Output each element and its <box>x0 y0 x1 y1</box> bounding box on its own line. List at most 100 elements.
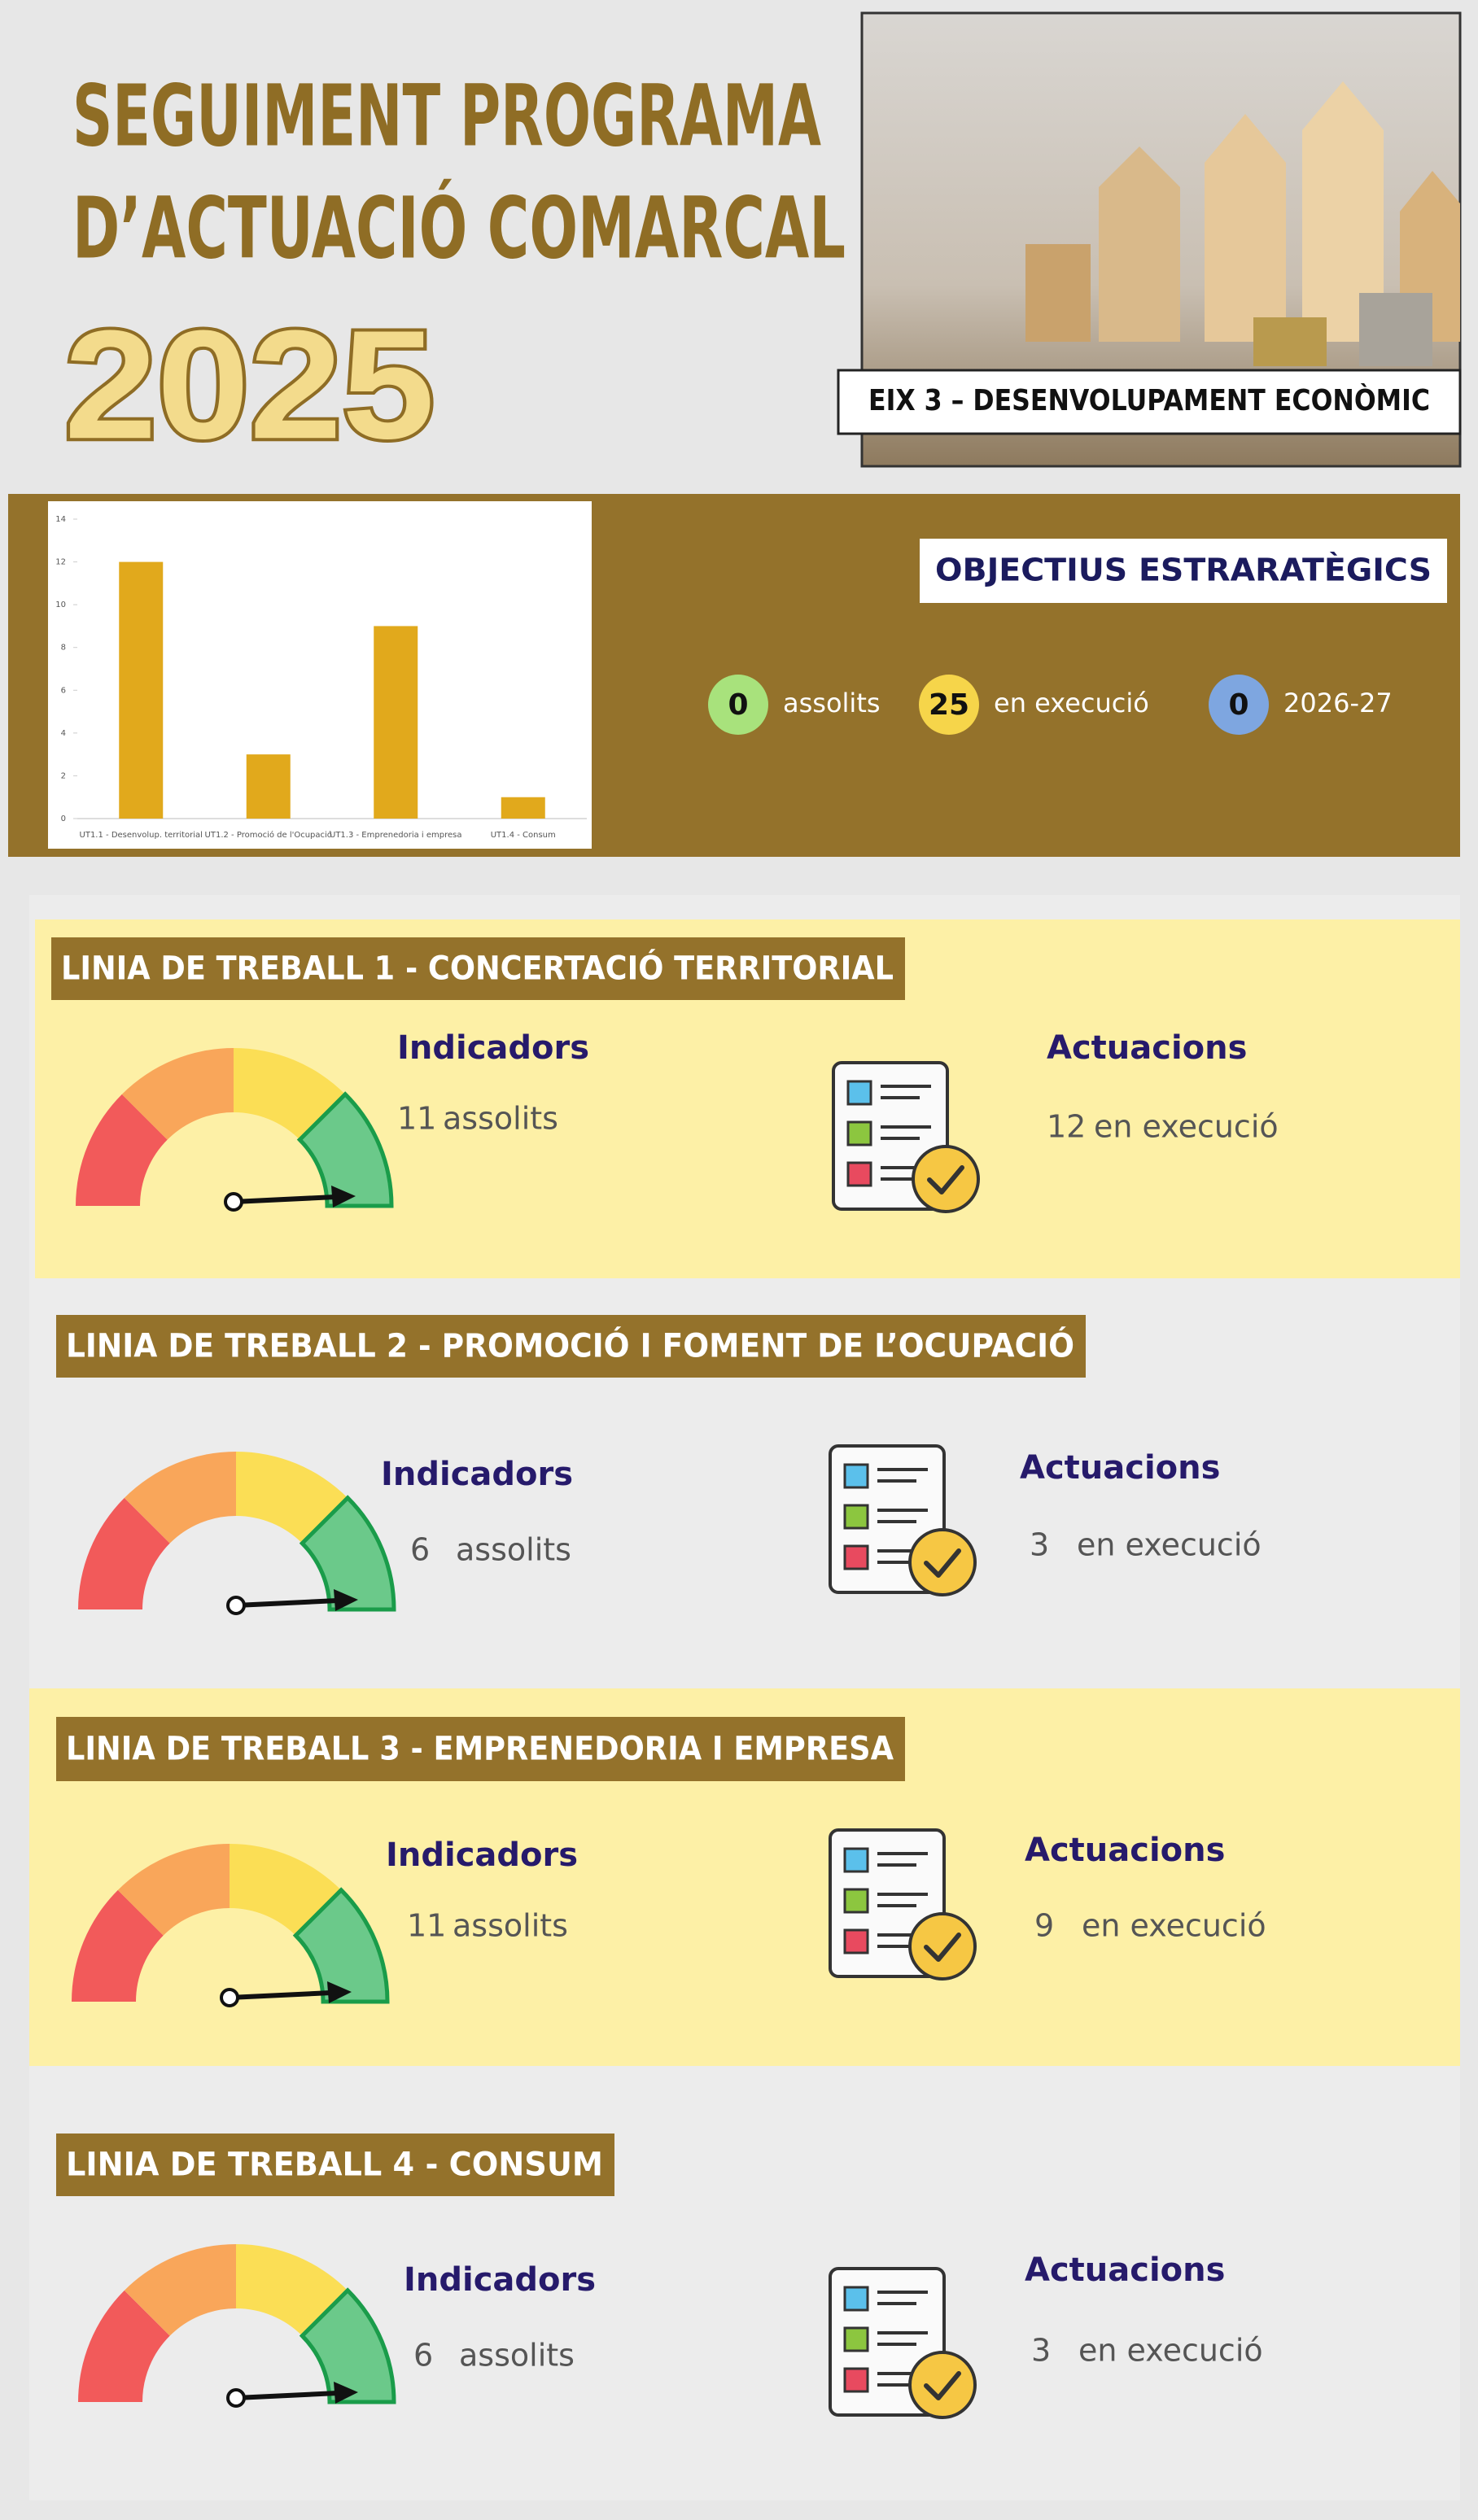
badge-value: 0 <box>1228 688 1248 722</box>
gauge-needle-head <box>334 2382 358 2404</box>
indicators-unit: assolits <box>456 1532 571 1568</box>
gauge-segment <box>230 1844 342 1936</box>
actions-label: Actuacions <box>1047 1029 1247 1067</box>
title-line: D’ACTUACIÓ COMARCAL <box>72 178 846 277</box>
work-line: LINIA DE TREBALL 4 - CONSUM Indicadors 6 as… <box>56 2133 1263 2419</box>
work-line-title-box <box>51 937 905 1000</box>
badge-value: 0 <box>728 688 748 722</box>
work-line-title: LINIA DE TREBALL 3 - EMPRENEDORIA I EMPR… <box>66 1731 894 1768</box>
x-tick-label: UT1.2 - Promoció de l'Ocupació <box>205 830 332 840</box>
indicators-label: Indicadors <box>386 1836 578 1874</box>
gauge-segment <box>124 2244 236 2336</box>
gauge-segment <box>121 1048 234 1140</box>
y-tick-label: 2 <box>61 771 66 780</box>
bar <box>374 626 418 819</box>
icon-check <box>924 1548 961 1578</box>
gauge-needle-head <box>334 1589 358 1611</box>
icon-checkbox <box>843 2367 869 2393</box>
gauge-segment <box>76 1094 168 1206</box>
icon-check <box>924 2371 961 2400</box>
indicators-label: Indicadors <box>381 1456 573 1493</box>
axis-label: EIX 3 – DESENVOLUPAMENT ECONÒMIC <box>868 383 1430 417</box>
y-tick-label: 8 <box>61 644 66 653</box>
actions-label: Actuacions <box>1025 1832 1225 1869</box>
actions-label: Actuacions <box>1025 2251 1225 2289</box>
icon-badge <box>908 1912 977 1981</box>
indicators-value: 6 <box>413 2338 433 2374</box>
work-line: LINIA DE TREBALL 2 - PROMOCIÓ I FOMENT D… <box>56 1315 1262 1615</box>
gauge-needle <box>229 1990 332 2000</box>
actions-unit: en execució <box>1082 1908 1266 1944</box>
gauge-pivot <box>226 2388 246 2408</box>
y-tick-label: 4 <box>61 729 66 738</box>
gauge-pivot <box>224 1192 243 1212</box>
actions-label: Actuacions <box>1020 1449 1220 1487</box>
badge-circle <box>919 675 979 735</box>
work-line-title: LINIA DE TREBALL 4 - CONSUM <box>66 2147 603 2184</box>
icon-badge <box>908 1528 977 1596</box>
bar <box>501 797 545 819</box>
work-line-title-box <box>56 2133 614 2196</box>
gauge-segment <box>234 1048 346 1140</box>
y-tick-label: 14 <box>55 515 66 524</box>
actions-value: 3 <box>1030 1527 1049 1563</box>
bar <box>119 561 164 819</box>
indicators-label: Indicadors <box>397 1029 589 1067</box>
gauge-segment <box>78 2290 170 2402</box>
badge-circle <box>1209 675 1269 735</box>
icon-checkbox <box>846 1120 872 1146</box>
x-tick-label: UT1.4 - Consum <box>491 831 556 840</box>
gauge-segment <box>78 1497 170 1609</box>
icon-badge <box>912 1145 980 1213</box>
gauge-segment <box>124 1452 236 1544</box>
gauge-needle-head <box>327 1981 352 2003</box>
gauge-segment <box>236 1452 348 1544</box>
icon-checkbox <box>843 2326 869 2352</box>
gauge-pivot <box>220 1988 239 2007</box>
icon-checkbox <box>843 1544 869 1570</box>
gauge-needle <box>233 1194 336 1204</box>
photo <box>860 11 1462 468</box>
icon-check <box>927 1165 964 1194</box>
indicators-value: 11 <box>397 1101 436 1137</box>
checklist-icon <box>832 1061 980 1213</box>
x-tick-label: UT1.3 - Emprenedoria i empresa <box>330 831 461 840</box>
icon-checkbox <box>843 1504 869 1530</box>
indicators-label: Indicadors <box>404 2261 596 2299</box>
icon-check <box>924 1933 961 1962</box>
work-line-title-box <box>56 1315 1086 1378</box>
actions-value: 12 <box>1047 1109 1086 1145</box>
y-tick-label: 12 <box>55 558 66 567</box>
x-tick-label: UT1.1 - Desenvolup. territorial <box>80 831 203 840</box>
work-line-title: LINIA DE TREBALL 1 - CONCERTACIÓ TERRITO… <box>61 949 894 988</box>
badge-circle <box>708 675 768 735</box>
badge-value: 25 <box>929 688 969 722</box>
gauge-segment <box>296 1091 394 1208</box>
badge-label: 2026-27 <box>1283 688 1393 718</box>
icon-checkbox <box>843 1888 869 1914</box>
gauge-segment <box>117 1844 230 1936</box>
objective-badges: 0 assolits 25 en execució 0 2026-27 <box>708 675 1393 735</box>
actions-value: 9 <box>1034 1908 1054 1944</box>
checklist-icon <box>829 1444 977 1596</box>
actions-unit: en execució <box>1078 2333 1263 2369</box>
y-tick-label: 10 <box>55 601 66 609</box>
work-line-title-box <box>56 1717 905 1781</box>
gauge-needle <box>235 2391 339 2400</box>
bar <box>246 754 291 819</box>
objectives-title-box <box>920 539 1447 603</box>
gauge-segment <box>299 1495 396 1612</box>
objectives-title: OBJECTIUS ESTRARATÈGICS <box>935 552 1432 588</box>
gauge-segment <box>292 1887 390 2004</box>
icon-badge <box>908 2351 977 2419</box>
chart: 0 2 4 6 8 10 12 14 UT1.1 - Desenvolup. territori… <box>55 515 587 840</box>
indicators-unit: assolits <box>453 1908 568 1944</box>
title-line: SEGUIMENT PROGRAMA <box>72 66 821 165</box>
checklist-icon <box>829 2267 977 2419</box>
actions-unit: en execució <box>1077 1527 1262 1563</box>
actions-value: 3 <box>1031 2333 1051 2369</box>
actions-unit: en execució <box>1094 1109 1279 1145</box>
icon-checkbox <box>846 1080 872 1106</box>
icon-checkbox <box>843 1463 869 1489</box>
